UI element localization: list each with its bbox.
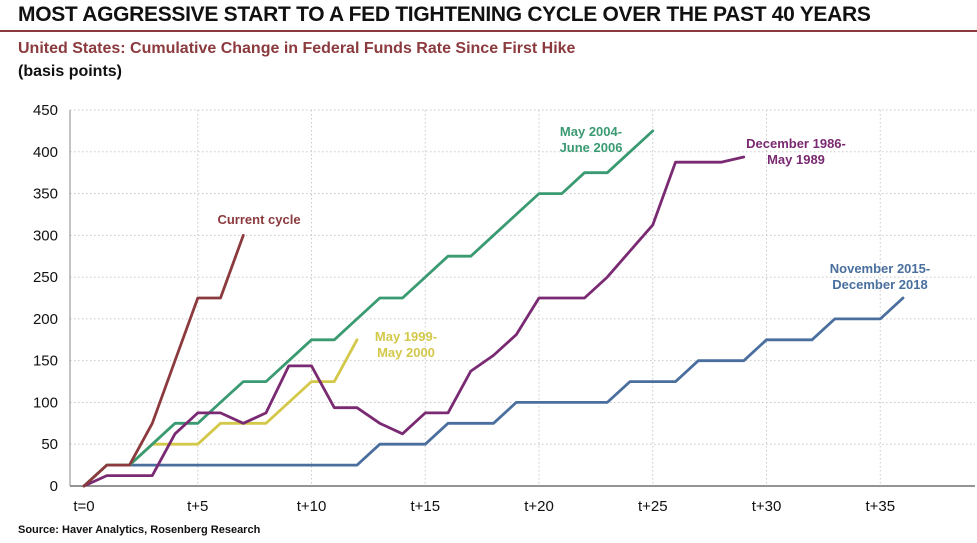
y-tick-label: 300 xyxy=(33,227,58,244)
x-tick-label: t+25 xyxy=(638,498,668,515)
y-tick-label: 0 xyxy=(50,478,58,495)
series-label-december-1986-may-1989: December 1986-May 1989 xyxy=(746,136,846,167)
x-tick-label: t+30 xyxy=(752,498,782,515)
y-tick-label: 450 xyxy=(33,102,58,119)
chart-subtitle: United States: Cumulative Change in Fede… xyxy=(18,40,576,57)
y-tick-label: 150 xyxy=(33,353,58,370)
series-label-november-2015-december-2018: November 2015-December 2018 xyxy=(830,261,930,292)
x-tick-label: t+35 xyxy=(865,498,895,515)
x-tick-label: t+15 xyxy=(410,498,440,515)
x-tick-label: t+5 xyxy=(187,498,208,515)
title-divider xyxy=(0,30,977,32)
y-tick-label: 50 xyxy=(41,436,58,453)
y-axis-units-label: (basis points) xyxy=(18,63,123,80)
series-line-november-2015-december-2018 xyxy=(82,296,905,488)
x-tick-label: t=0 xyxy=(73,498,94,515)
chart-series xyxy=(82,129,905,488)
series-label-may-2004-june-2006: May 2004-June 2006 xyxy=(560,124,623,155)
y-tick-label: 200 xyxy=(33,311,58,328)
series-line-december-1986-may-1989 xyxy=(82,155,746,488)
x-tick-label: t+10 xyxy=(297,498,327,515)
x-tick-label: t+20 xyxy=(524,498,554,515)
source-note: Source: Haver Analytics, Rosenberg Resea… xyxy=(18,524,261,536)
y-tick-label: 400 xyxy=(33,144,58,161)
y-tick-label: 350 xyxy=(33,186,58,203)
series-line-may-2004-june-2006 xyxy=(82,129,655,488)
series-line-current-cycle xyxy=(82,233,245,488)
series-labels: Current cycle May 2004-June 2006 May 1999-… xyxy=(217,124,930,360)
y-tick-label: 100 xyxy=(33,394,58,411)
chart-title: MOST AGGRESSIVE START TO A FED TIGHTENIN… xyxy=(18,3,871,26)
y-tick-label: 250 xyxy=(33,269,58,286)
series-label-current-cycle: Current cycle xyxy=(217,212,300,227)
series-label-may-1999-may-2000: May 1999-May 2000 xyxy=(375,329,437,360)
chart-axes: 0 50 100 150 200 250 300 350 400 450 t=0 t+5 t+10 t+1… xyxy=(33,102,975,515)
